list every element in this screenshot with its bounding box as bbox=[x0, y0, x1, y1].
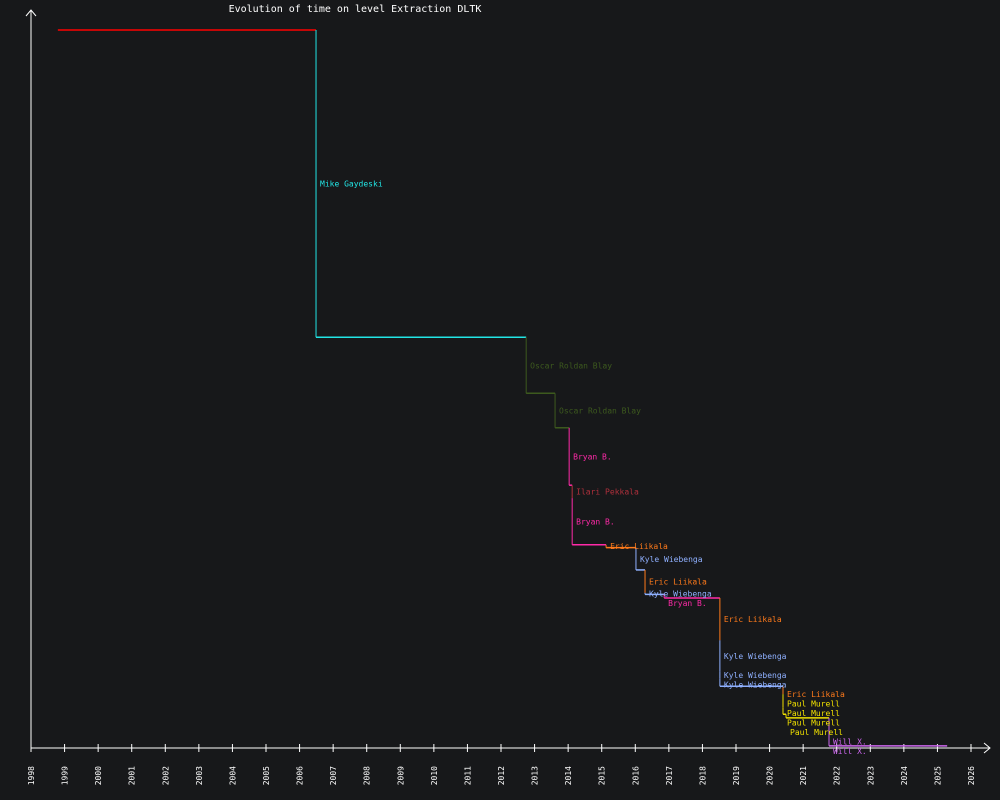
record-holder-label: Kyle Wiebenga bbox=[640, 555, 703, 564]
x-tick-label: 2004 bbox=[228, 766, 237, 785]
x-tick-label: 2011 bbox=[463, 766, 472, 785]
record-holder-label: Paul Murell bbox=[790, 728, 843, 737]
y-axis-arrow bbox=[25, 9, 37, 17]
record-holder-label: Will X. bbox=[833, 738, 867, 747]
record-holder-label: Kyle Wiebenga bbox=[724, 671, 787, 680]
x-tick-label: 2020 bbox=[766, 766, 775, 785]
x-tick-label: 2006 bbox=[296, 766, 305, 785]
x-tick-label: 2015 bbox=[598, 766, 607, 785]
x-tick-label: 2001 bbox=[128, 766, 137, 785]
record-holder-label: Mike Gaydeski bbox=[320, 180, 383, 189]
record-holder-label: Ilari Pekkala bbox=[576, 488, 639, 497]
record-holder-label: Eric Liikala bbox=[649, 577, 707, 586]
x-tick-label: 1999 bbox=[61, 766, 70, 785]
x-tick-label: 2026 bbox=[967, 766, 976, 785]
y-axis bbox=[25, 9, 37, 748]
x-tick-label: 2018 bbox=[698, 766, 707, 785]
x-tick-label: 2002 bbox=[161, 766, 170, 785]
x-tick-label: 2010 bbox=[430, 766, 439, 785]
x-axis: 1998 1999 2000 2001 2002 2003 2004 2005 2006 2007… bbox=[27, 742, 991, 785]
chart-title: Evolution of time on level Extraction DL… bbox=[229, 4, 482, 15]
record-holder-label: Paul Murell bbox=[787, 700, 840, 709]
x-tick-label: 2000 bbox=[94, 766, 103, 785]
record-holder-label: Paul Murell bbox=[787, 709, 840, 718]
record-holder-label: Oscar Roldan Blay bbox=[559, 407, 641, 416]
x-tick-label: 2017 bbox=[665, 766, 674, 785]
x-tick-label: 2009 bbox=[396, 766, 405, 785]
x-tick-label: 2019 bbox=[732, 766, 741, 785]
x-tick-label: 2025 bbox=[933, 766, 942, 785]
x-tick-label: 2023 bbox=[866, 766, 875, 785]
record-holder-label: Eric Liikala bbox=[724, 615, 782, 624]
record-series bbox=[57, 29, 948, 747]
x-tick-label: 2005 bbox=[262, 766, 271, 785]
record-holder-label: Kyle Wiebenga bbox=[724, 681, 787, 690]
record-holder-label: Oscar Roldan Blay bbox=[530, 361, 612, 370]
record-labels: Mike Gaydeski Oscar Roldan Blay Oscar Rold… bbox=[320, 180, 867, 756]
x-axis-arrow bbox=[983, 742, 991, 754]
x-tick-label: 2012 bbox=[497, 766, 506, 785]
record-holder-label: Eric Liikala bbox=[787, 690, 845, 699]
x-tick-label: 2013 bbox=[531, 766, 540, 785]
x-tick-label: 1998 bbox=[27, 766, 36, 785]
x-tick-label: 2024 bbox=[900, 766, 909, 785]
x-tick-label: 2008 bbox=[363, 766, 372, 785]
record-holder-label: Kyle Wiebenga bbox=[724, 652, 787, 661]
record-holder-label: Paul Murell bbox=[787, 719, 840, 728]
record-holder-label: Bryan B. bbox=[668, 599, 707, 608]
x-tick-label: 2022 bbox=[833, 766, 842, 785]
record-holder-label: Will X. bbox=[833, 747, 867, 756]
x-tick-label: 2014 bbox=[564, 766, 573, 785]
record-holder-label: Eric Liikala bbox=[610, 542, 668, 551]
x-tick-label: 2007 bbox=[329, 766, 338, 785]
record-holder-label: Kyle Wiebenga bbox=[649, 590, 712, 599]
x-tick-label: 2016 bbox=[631, 766, 640, 785]
x-tick-label: 2021 bbox=[799, 766, 808, 785]
record-holder-label: Bryan B. bbox=[576, 517, 615, 526]
record-holder-label: Bryan B. bbox=[573, 452, 612, 461]
x-tick-label: 2003 bbox=[195, 766, 204, 785]
